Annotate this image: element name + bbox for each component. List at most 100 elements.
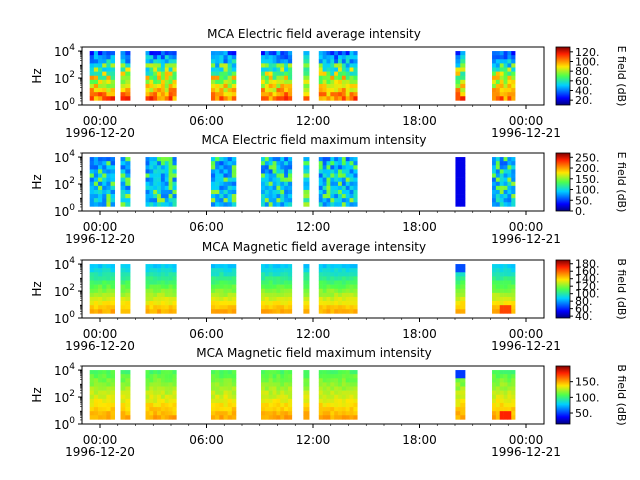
spectrogram-cell <box>160 177 166 183</box>
spectrogram-cell <box>157 407 162 412</box>
spectrogram-cell <box>93 83 99 89</box>
spectrogram-cell <box>157 177 162 183</box>
spectrogram-cell <box>284 96 289 101</box>
spectrogram-cell <box>264 67 270 72</box>
spectrogram-cell <box>157 88 162 93</box>
colorbar-gradient <box>555 46 571 106</box>
spectrogram-cell <box>164 411 169 416</box>
spectrogram-cell <box>276 185 281 191</box>
spectrogram-cell <box>326 181 331 187</box>
spectrogram-cell <box>106 177 111 183</box>
y-axis-label: Hz <box>30 68 44 83</box>
spectrogram-cell <box>330 394 335 400</box>
x-date-label: 1996-12-21 <box>491 126 561 140</box>
spectrogram-cell <box>318 194 323 199</box>
spectrogram-cell <box>338 165 343 170</box>
spectrogram-cell <box>120 390 126 396</box>
spectrogram-cell <box>153 189 158 195</box>
spectrogram-cell <box>110 161 116 166</box>
spectrogram-cell <box>511 382 516 387</box>
spectrogram-cell <box>495 407 501 412</box>
spectrogram-cell <box>322 411 327 416</box>
spectrogram-cell <box>172 288 177 294</box>
spectrogram-cell <box>353 202 358 207</box>
spectrogram-cell <box>149 88 154 93</box>
spectrogram-cell <box>261 305 266 310</box>
spectrogram-cell <box>507 309 512 314</box>
spectrogram-cell <box>145 370 150 375</box>
spectrogram-cell <box>330 305 335 310</box>
spectrogram-cell <box>349 55 354 60</box>
y-tick-base: 10 <box>54 72 69 86</box>
spectrogram-cell <box>120 407 126 412</box>
spectrogram-cell <box>157 415 162 420</box>
spectrogram-cell <box>106 411 111 416</box>
spectrogram-cell <box>334 378 339 383</box>
spectrogram-cell <box>330 63 335 68</box>
spectrogram-cell <box>334 189 339 195</box>
spectrogram-cell <box>511 177 516 183</box>
spectrogram-cell <box>261 165 266 170</box>
spectrogram-cell <box>287 198 293 203</box>
spectrogram-cell <box>145 177 150 183</box>
spectrogram-cell <box>349 83 354 89</box>
spectrogram-cell <box>219 280 224 285</box>
spectrogram-cell <box>287 88 293 93</box>
spectrogram-cell <box>149 92 154 97</box>
spectrogram-cell <box>268 386 273 391</box>
spectrogram-cell <box>272 185 277 191</box>
spectrogram-cell <box>326 264 331 269</box>
spectrogram-cell <box>280 55 285 60</box>
spectrogram-cell <box>326 268 331 273</box>
spectrogram-cell <box>106 398 111 404</box>
spectrogram-cell <box>219 79 224 85</box>
spectrogram-cell <box>106 268 111 273</box>
spectrogram-cell <box>145 181 150 187</box>
spectrogram-cell <box>231 79 237 85</box>
spectrogram-cell <box>338 96 343 101</box>
spectrogram-cell <box>153 173 158 178</box>
spectrogram-cell <box>349 169 354 174</box>
spectrogram-cell <box>157 374 162 379</box>
spectrogram-cell <box>110 398 116 404</box>
spectrogram-cell <box>460 415 466 420</box>
spectrogram-cell <box>261 75 266 81</box>
spectrogram-cell <box>125 264 131 269</box>
spectrogram-cell <box>349 173 354 178</box>
spectrogram-cell <box>284 181 289 187</box>
spectrogram-cell <box>231 51 237 56</box>
spectrogram-cell <box>276 402 281 408</box>
spectrogram-cell <box>153 59 158 64</box>
spectrogram-cell <box>106 181 111 187</box>
spectrogram-cell <box>268 189 273 195</box>
spectrogram-cell <box>261 83 266 89</box>
spectrogram-cell <box>507 177 512 183</box>
colorbar-tick-label: 0. <box>575 205 586 218</box>
spectrogram-cell <box>341 407 347 412</box>
spectrogram-cell <box>231 63 237 68</box>
spectrogram-cell <box>231 288 237 294</box>
spectrogram-cell <box>349 415 354 420</box>
spectrogram-cell <box>231 390 237 396</box>
spectrogram-cell <box>160 181 166 187</box>
spectrogram-cell <box>215 378 220 383</box>
spectrogram-cell <box>125 272 131 277</box>
spectrogram-cell <box>330 202 335 207</box>
spectrogram-cell <box>341 157 347 162</box>
spectrogram-cell <box>507 264 512 269</box>
spectrogram-cell <box>341 411 347 416</box>
spectrogram-cell <box>287 276 293 281</box>
spectrogram-cell <box>495 264 501 269</box>
spectrogram-cell <box>492 394 497 400</box>
spectrogram-cell <box>168 79 173 85</box>
spectrogram-cell <box>353 194 358 199</box>
spectrogram-cell <box>503 173 508 178</box>
spectrogram-cell <box>353 268 358 273</box>
spectrogram-cell <box>492 370 497 375</box>
spectrogram-cell <box>511 398 516 404</box>
spectrogram-cell <box>120 92 126 97</box>
spectrogram-cell <box>98 194 103 199</box>
spectrogram-cell <box>89 79 95 85</box>
spectrogram-cell <box>261 55 266 60</box>
spectrogram-cell <box>145 165 150 170</box>
